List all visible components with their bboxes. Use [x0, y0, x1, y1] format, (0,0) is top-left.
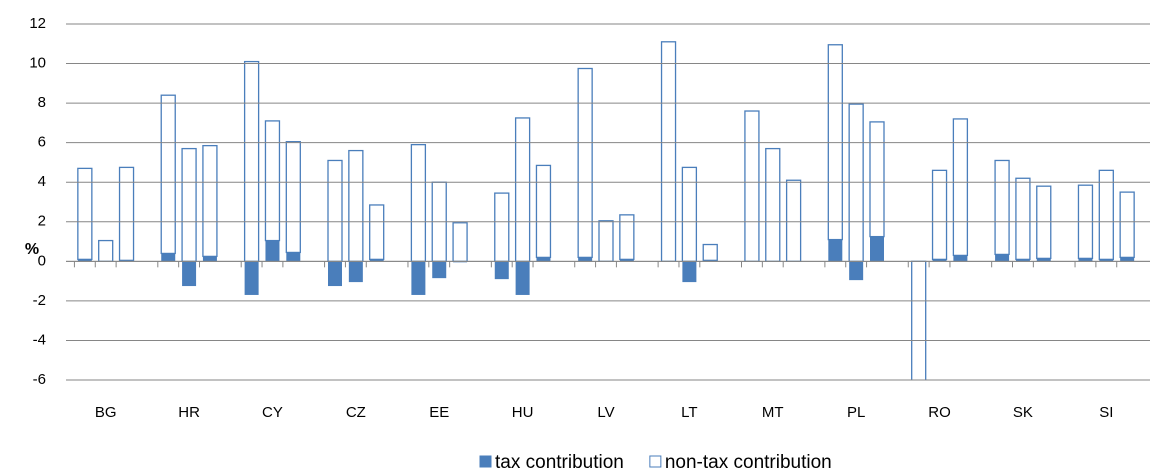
tax-bar — [932, 259, 947, 262]
x-tick-label: PL — [847, 404, 865, 421]
tax-bar — [286, 252, 301, 262]
tax-bar — [682, 261, 697, 283]
tax-bar — [849, 261, 864, 281]
non-tax-bar — [1119, 191, 1135, 259]
tax-bar — [494, 261, 509, 280]
y-tick-label: 4 — [38, 173, 46, 190]
non-tax-bar — [410, 143, 427, 262]
y-tick-label: 10 — [29, 55, 46, 72]
tax-bar — [202, 256, 217, 262]
tax-bar — [369, 259, 384, 262]
non-tax-bar — [931, 169, 948, 261]
non-tax-bar — [952, 118, 969, 257]
non-tax-bar — [765, 147, 781, 262]
non-tax-bar — [1015, 177, 1031, 261]
non-tax-bar — [494, 192, 510, 262]
non-tax-bar — [660, 41, 677, 262]
legend-label: non-tax contribution — [665, 452, 832, 472]
non-tax-bar — [785, 179, 802, 262]
non-tax-bar — [160, 94, 176, 255]
y-axis-label: % — [25, 241, 39, 258]
y-tick-label: -6 — [33, 371, 46, 388]
tax-bar — [265, 240, 280, 262]
tax-bar — [1120, 257, 1135, 262]
non-tax-bar — [369, 204, 385, 261]
tax-bar — [578, 257, 593, 262]
non-tax-bar — [535, 164, 552, 259]
y-tick-label: 0 — [38, 252, 46, 269]
x-tick-label: LT — [681, 404, 697, 421]
non-tax-bar — [264, 120, 281, 242]
x-tick-label: MT — [762, 404, 784, 421]
tax-bar — [619, 259, 634, 262]
x-tick-label: LV — [597, 404, 614, 421]
non-tax-bar — [98, 239, 114, 262]
tax-bar — [182, 261, 197, 287]
tax-bar — [432, 261, 447, 279]
tax-bar — [244, 261, 259, 295]
y-tick-label: -4 — [33, 331, 46, 348]
non-tax-bar — [577, 67, 593, 259]
tax-bar — [1036, 258, 1051, 262]
y-tick-label: 12 — [29, 15, 46, 32]
non-tax-bar — [348, 149, 364, 262]
tax-bar — [1015, 259, 1030, 262]
non-tax-bar — [181, 147, 197, 262]
x-tick-label: RO — [928, 404, 951, 421]
tax-bar — [536, 257, 551, 262]
x-tick-label: SK — [1013, 404, 1033, 421]
non-tax-bar — [598, 220, 614, 262]
tax-bar — [77, 259, 92, 262]
tax-bar — [411, 261, 426, 295]
tax-bar — [348, 261, 363, 283]
tax-bar — [870, 236, 884, 262]
non-tax-bar — [702, 243, 718, 261]
tax-bar — [828, 239, 843, 262]
non-tax-bar — [681, 166, 698, 262]
y-tick-label: -2 — [33, 292, 46, 309]
tax-bar — [953, 255, 968, 262]
x-tick-label: HU — [512, 404, 534, 421]
non-tax-bar — [118, 166, 135, 261]
non-tax-bar — [514, 117, 531, 262]
tax-bar — [328, 261, 342, 287]
legend-swatch — [649, 455, 662, 468]
x-tick-label: CY — [262, 404, 283, 421]
x-tick-label: SI — [1099, 404, 1113, 421]
x-tick-label: BG — [95, 404, 117, 421]
non-tax-bar — [744, 110, 760, 262]
non-tax-bar — [452, 222, 468, 262]
non-tax-bar — [1098, 169, 1114, 261]
non-tax-bar — [911, 260, 927, 380]
legend-swatch — [479, 455, 492, 468]
tax-bar — [995, 254, 1010, 262]
y-tick-label: 2 — [38, 213, 46, 230]
tax-bar — [1078, 258, 1093, 262]
non-tax-bar — [619, 214, 635, 261]
non-tax-bar — [994, 159, 1010, 256]
legend-label: tax contribution — [495, 452, 624, 472]
non-tax-bar — [202, 144, 218, 258]
x-tick-label: HR — [178, 404, 200, 421]
tax-bar — [1099, 259, 1114, 262]
tax-bar — [161, 253, 176, 262]
non-tax-bar — [77, 167, 93, 261]
tax-bar — [515, 261, 530, 295]
y-tick-label: 6 — [38, 134, 46, 151]
non-tax-bar — [327, 159, 343, 262]
non-tax-bar — [285, 141, 301, 254]
x-tick-label: EE — [429, 404, 449, 421]
y-tick-label: 8 — [38, 94, 46, 111]
plot-area — [77, 41, 1135, 380]
x-tick-label: CZ — [346, 404, 366, 421]
non-tax-bar — [243, 60, 260, 262]
non-tax-bar — [869, 121, 885, 238]
